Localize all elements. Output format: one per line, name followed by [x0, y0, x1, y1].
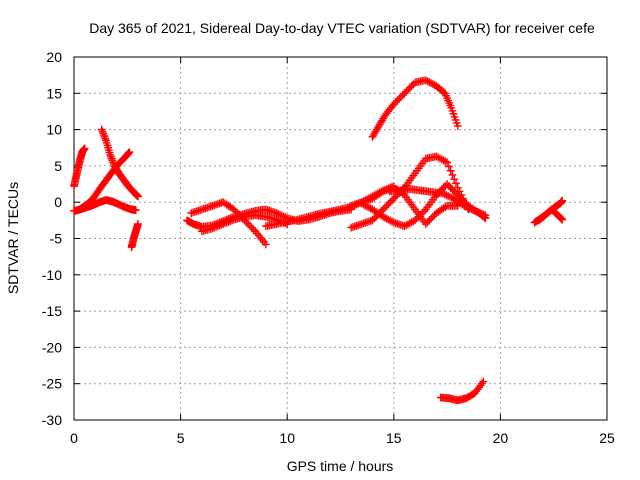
y-tick-label: 15: [46, 85, 62, 101]
data-point: [446, 166, 455, 175]
data-point: [479, 377, 488, 386]
data-point: [448, 171, 457, 179]
x-tick-label: 15: [386, 430, 402, 446]
y-tick-label: -25: [42, 376, 62, 392]
series-arc-1: [70, 144, 89, 191]
data-point: [452, 119, 461, 127]
x-tick-label: 5: [177, 430, 185, 446]
data-point: [558, 196, 567, 205]
data-point: [452, 179, 460, 188]
y-tick-label: -15: [42, 303, 62, 319]
y-tick-label: -5: [50, 231, 63, 247]
data-point: [124, 149, 133, 157]
series-arc-14: [368, 76, 462, 141]
data-point: [447, 103, 456, 112]
y-tick-label: -30: [42, 412, 62, 428]
x-axis-label: GPS time / hours: [287, 458, 394, 474]
data-point: [80, 144, 89, 153]
x-tick-label: 10: [279, 430, 295, 446]
x-tick-label: 25: [599, 430, 615, 446]
y-tick-label: 5: [54, 158, 62, 174]
data-point: [131, 206, 140, 215]
chart-title: Day 365 of 2021, Sidereal Day-to-day VTE…: [89, 20, 595, 36]
data-point: [134, 220, 142, 228]
series-arc-12: [357, 180, 490, 231]
series-arc-5: [127, 220, 142, 252]
data-point: [481, 211, 490, 220]
data-point: [443, 158, 451, 167]
data-point: [449, 109, 458, 118]
y-tick-label: -20: [42, 339, 62, 355]
series-arc-15: [436, 377, 488, 405]
y-tick-label: -10: [42, 267, 62, 283]
data-point: [444, 162, 453, 171]
series-arc-9: [261, 182, 398, 231]
y-axis-label: SDTVAR / TECUs: [5, 182, 21, 294]
x-tick-label: 20: [493, 430, 509, 446]
series-arc-3: [76, 148, 134, 213]
data-point: [134, 192, 142, 201]
data-point: [453, 122, 462, 130]
data-point: [558, 215, 567, 224]
data-point: [450, 175, 459, 184]
y-tick-label: 20: [46, 49, 62, 65]
data-point: [261, 240, 270, 249]
y-tick-label: 10: [46, 122, 62, 138]
series-arc-4: [97, 125, 142, 201]
data-point: [451, 116, 460, 124]
series-arc-13: [385, 185, 490, 220]
data-point: [125, 148, 134, 157]
data-point: [450, 112, 459, 121]
x-tick-label: 0: [70, 430, 78, 446]
series-arc-17: [534, 205, 567, 225]
data-point: [448, 106, 457, 115]
y-tick-label: 0: [54, 194, 62, 210]
data-point: [557, 214, 566, 223]
